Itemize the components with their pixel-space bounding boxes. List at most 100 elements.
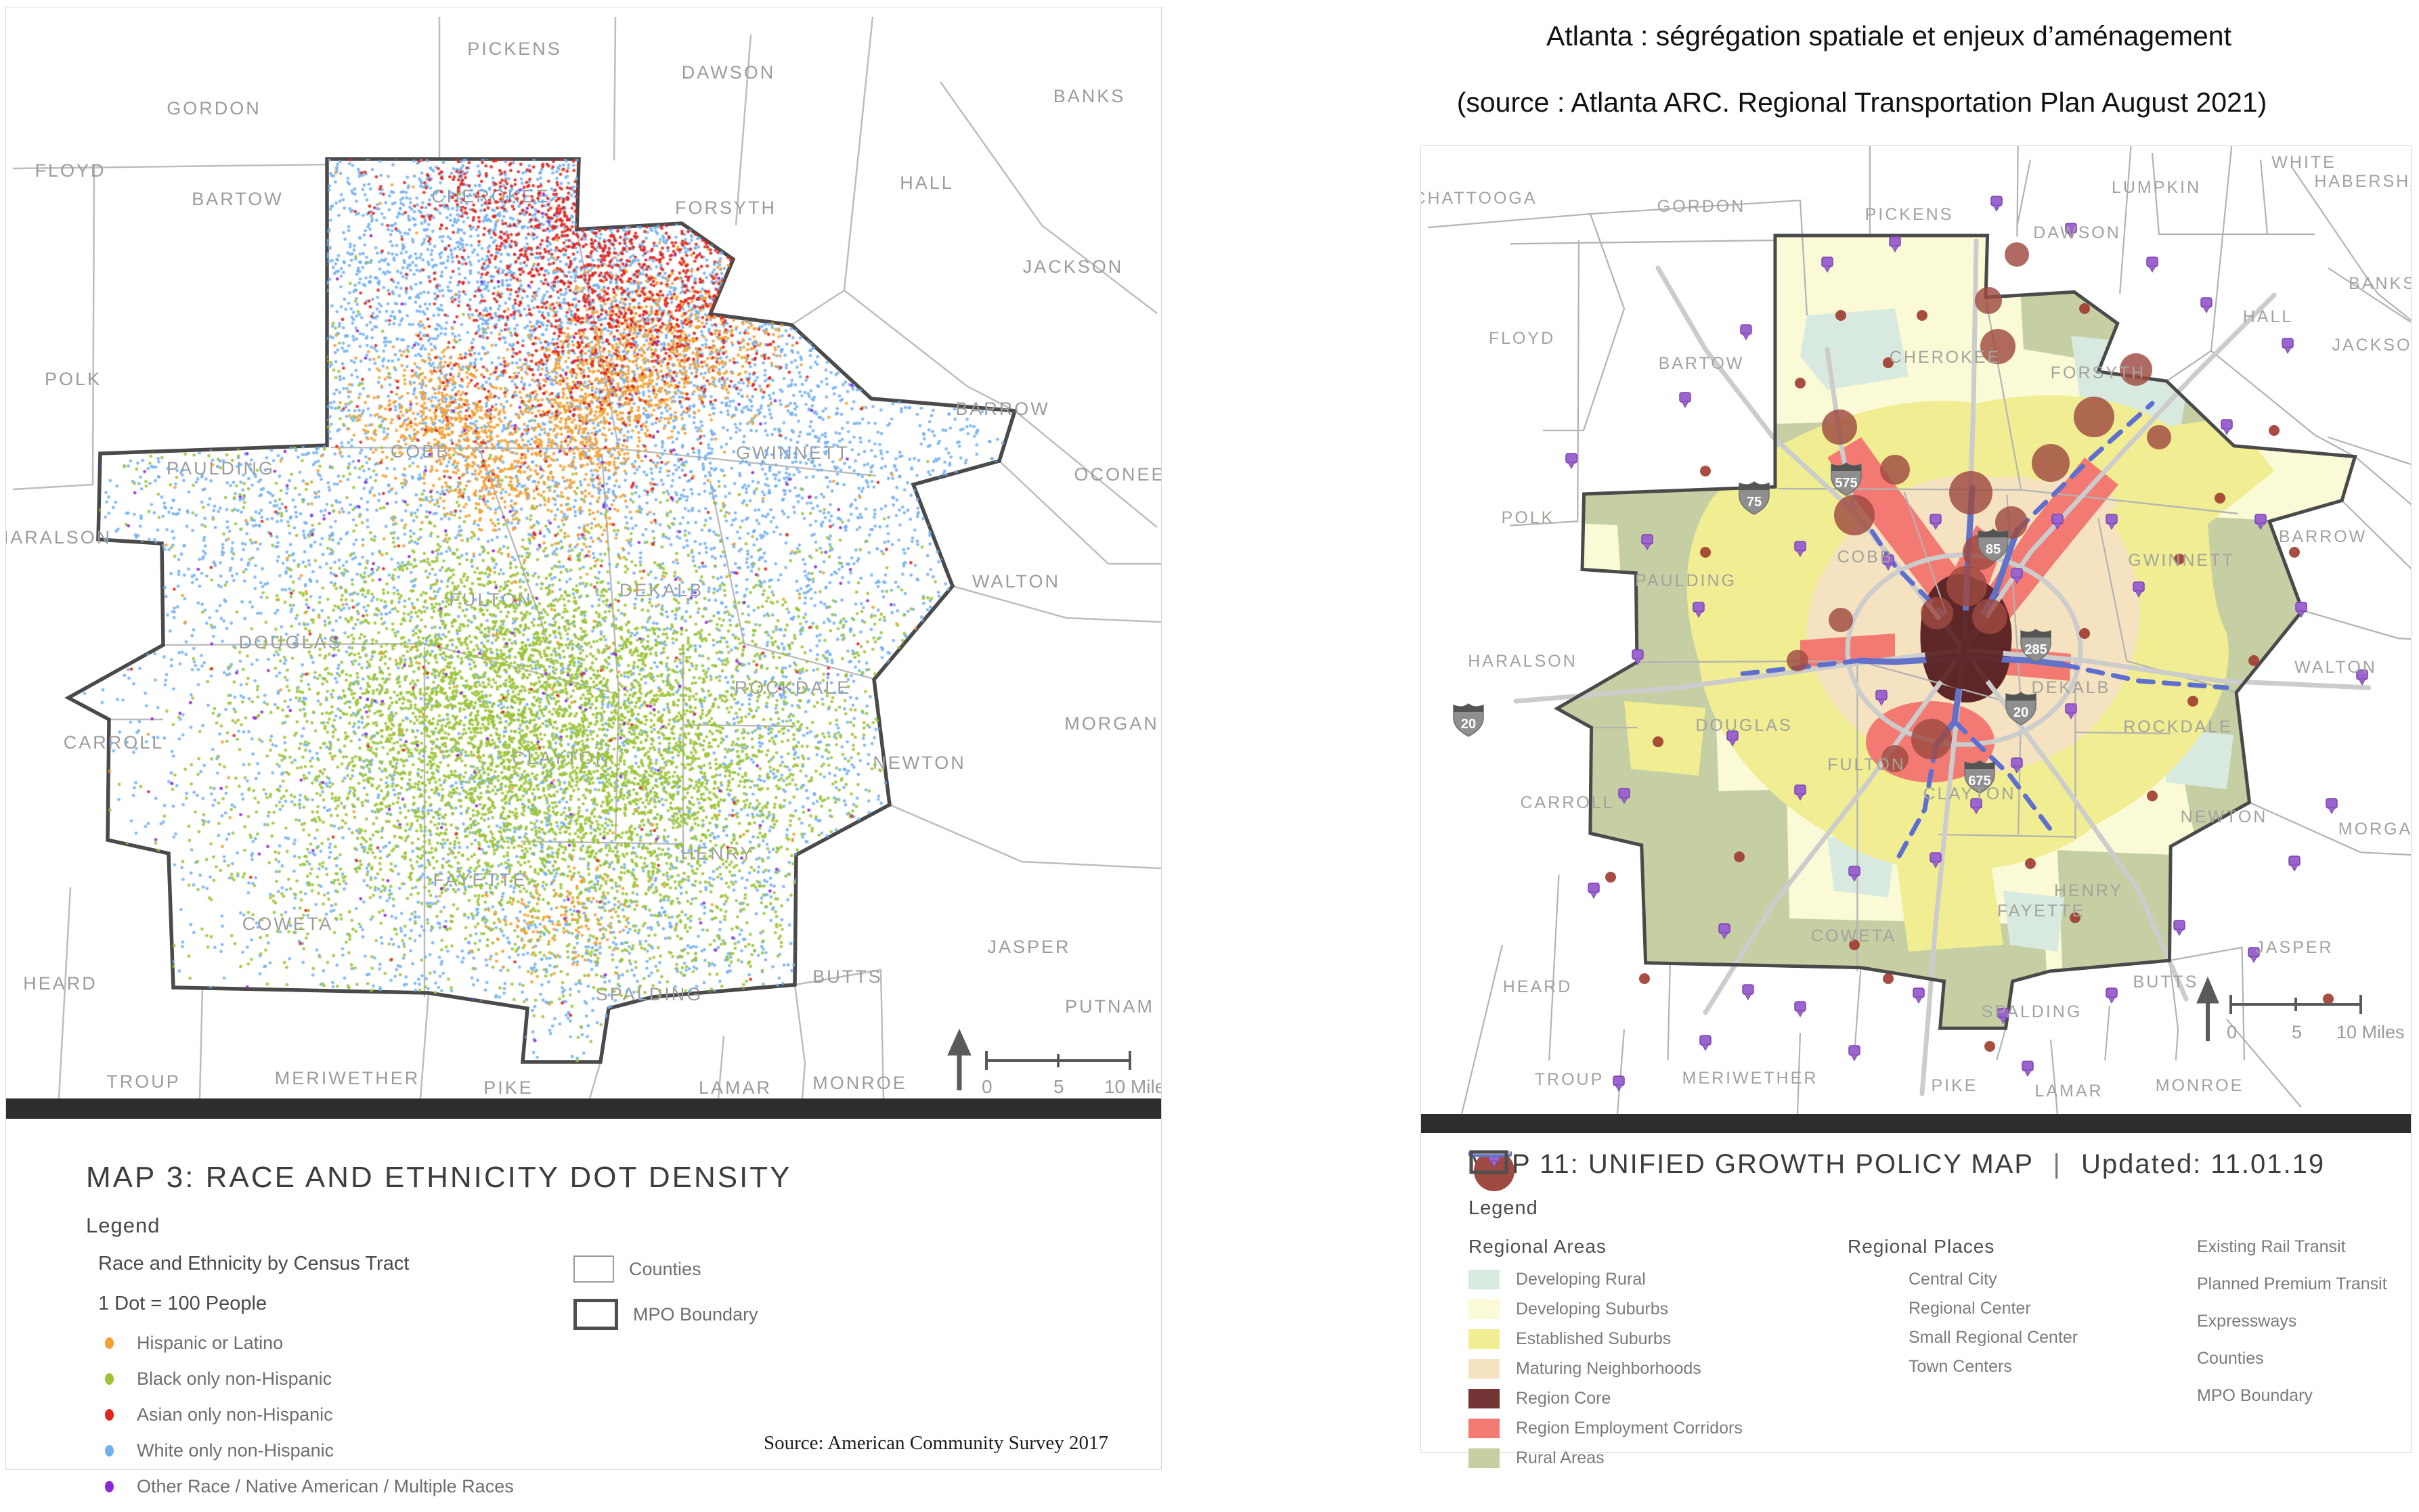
county-label: HEARD: [1503, 977, 1573, 996]
county-labels: CHATTOOGA GORDON PICKENS DAWSON LUMPKIN WHITE…: [1421, 153, 2411, 1100]
town-center-pin: [2146, 257, 2158, 273]
town-center-pin: [1618, 788, 1630, 805]
svg-text:0: 0: [2227, 1022, 2237, 1042]
town-center-pin: [1641, 534, 1653, 551]
small-regional-center-dot: [2174, 554, 2185, 564]
county-label: BANKS: [2349, 274, 2411, 293]
county-label: CHATTOOGA: [1421, 189, 1538, 208]
regional-areas-items: Developing Rural Developing Suburbs Establ…: [1468, 1270, 1848, 1468]
regional-place-row: Central City: [1474, 1151, 2139, 1289]
town-center-pin: [1794, 1001, 1806, 1018]
town-center-pin: [1889, 236, 1901, 253]
small-regional-center-dot: [1639, 973, 1650, 984]
county-label: JACKSON: [2332, 336, 2411, 355]
lines-legend-items: Existing Rail Transit Planned Premium Tra…: [1468, 1150, 2396, 1406]
regional-center-circle: [1829, 608, 1853, 632]
town-center-pin: [1848, 1045, 1860, 1062]
interstate-shield: 20: [1453, 703, 1484, 737]
town-center-pin: [2051, 514, 2064, 531]
county-label: FORSYTH: [2051, 363, 2145, 382]
county-label: PAULDING: [1635, 571, 1737, 590]
regional-area-row: Established Suburbs: [1468, 1329, 1848, 1349]
regional-area-row: Developing Rural: [1468, 1270, 1848, 1289]
area-label: Maturing Neighborhoods: [1516, 1359, 1701, 1378]
small-regional-center-dot: [2147, 791, 2158, 801]
interstate-shields: 75 575 85 285 20 675 20: [1453, 462, 2051, 794]
interstate-number: 675: [1968, 774, 1990, 788]
boundary-legend-row: MPO Boundary: [573, 1299, 980, 1330]
town-center-pin: [1970, 798, 1982, 815]
regional-center-circle: [2120, 353, 2152, 386]
place-label: Regional Center: [1909, 1299, 2031, 1318]
regional-places-items: Central City Regional Center Small Regiona…: [1474, 1151, 2139, 1377]
town-center-pin: [1693, 602, 1705, 619]
town-center-pin: [1848, 866, 1860, 883]
county-label: TROUP: [1535, 1070, 1605, 1089]
regional-area-row: Rural Areas: [1468, 1448, 1848, 1468]
regional-center-circle: [1995, 506, 2028, 539]
regional-center-circle: [1980, 329, 2015, 364]
county-label: NEWTON: [2181, 807, 2268, 826]
regional-center-circle: [1787, 650, 1808, 671]
category-dot-icon: [105, 1445, 114, 1457]
town-center-pin: [2065, 703, 2077, 720]
regional-area-row: Developing Suburbs: [1468, 1299, 1848, 1319]
regional-center-circle: [1972, 599, 2007, 634]
area-label: Established Suburbs: [1516, 1329, 1672, 1348]
north-arrow: [2196, 976, 2219, 1041]
category-label: Asian only non-Hispanic: [137, 1404, 333, 1425]
county-label: WALTON: [2294, 658, 2377, 677]
town-center-pin: [1699, 1035, 1712, 1052]
county-label: BUTTS: [2133, 973, 2199, 992]
slide-title: Atlanta : ségrégation spatiale et enjeux…: [1546, 20, 2231, 51]
county-label: FLOYD: [1489, 329, 1555, 348]
town-center-pin: [1997, 1008, 2009, 1025]
small-regional-center-dot: [1653, 736, 1663, 747]
county-label: PICKENS: [1865, 205, 1954, 224]
county-label: DAWSON: [2033, 223, 2121, 242]
county-label: POLK: [1502, 508, 1555, 527]
thin-box-icon: [573, 1255, 614, 1283]
town-center-pin: [2356, 669, 2368, 686]
area-swatch-icon: [1468, 1448, 1500, 1468]
regional-center-circle: [2005, 242, 2029, 267]
town-center-pin: [2106, 514, 2118, 531]
town-center-pin: [1679, 392, 1691, 409]
county-label: CARROLL: [1520, 793, 1614, 812]
small-regional-center-dot: [2187, 696, 2198, 707]
svg-text:10 Miles: 10 Miles: [2336, 1022, 2405, 1042]
boundary-legend-row: Counties: [573, 1255, 980, 1283]
small-regional-center-dot: [1795, 378, 1806, 388]
right-map-base: 75 575 85 285 20 675 20 CHATTOOGA GORDON PICKENS…: [1421, 146, 2411, 1114]
growth-policy-map: 75 575 85 285 20 675 20 CHATTOOGA GORDON PICKENS…: [1421, 146, 2411, 1114]
line-label: Existing Rail Transit: [2197, 1237, 2346, 1256]
dot-density-layer: [6, 7, 1161, 1098]
source-note: Source: American Community Survey 2017: [763, 1432, 1108, 1454]
county-label: ROCKDALE: [2123, 717, 2233, 736]
county-label: FULTON: [1827, 755, 1906, 774]
place-label: Town Centers: [1909, 1357, 2012, 1376]
category-label: Black only non-Hispanic: [137, 1369, 332, 1389]
regional-area-row: Region Core: [1468, 1389, 1848, 1408]
regional-area-row: Region Employment Corridors: [1468, 1419, 1848, 1438]
line-label: MPO Boundary: [2197, 1386, 2313, 1405]
county-label: COWETA: [1811, 927, 1896, 946]
area-swatch-icon: [1468, 1389, 1500, 1408]
growth-policy-map-panel: 75 575 85 285 20 675 20 CHATTOOGA GORDON PICKENS…: [1420, 146, 2412, 1468]
town-center-pin: [1740, 324, 1752, 341]
regional-center-circle: [2147, 425, 2171, 449]
small-regional-center-dot: [1917, 310, 1927, 321]
regional-center-circle: [1911, 719, 1952, 759]
town-center-pin: [2326, 798, 2338, 815]
line-label: Planned Premium Transit: [2197, 1274, 2387, 1293]
small-regional-center-dot: [2079, 628, 2090, 639]
county-label: HALL: [2243, 307, 2294, 326]
town-center-pin: [1875, 690, 1888, 707]
category-label: White only non-Hispanic: [137, 1440, 334, 1461]
race-ethnicity-map-panel: GORDONPICKENSDAWSONBANKSHALLFLOYDBARTOWC…: [5, 7, 1162, 1496]
category-label: Hispanic or Latino: [137, 1333, 284, 1353]
area-swatch-icon: [1468, 1359, 1500, 1379]
line-legend-row: Expressways: [1470, 1151, 2396, 1331]
regional-area-row: Maturing Neighborhoods: [1468, 1359, 1848, 1379]
